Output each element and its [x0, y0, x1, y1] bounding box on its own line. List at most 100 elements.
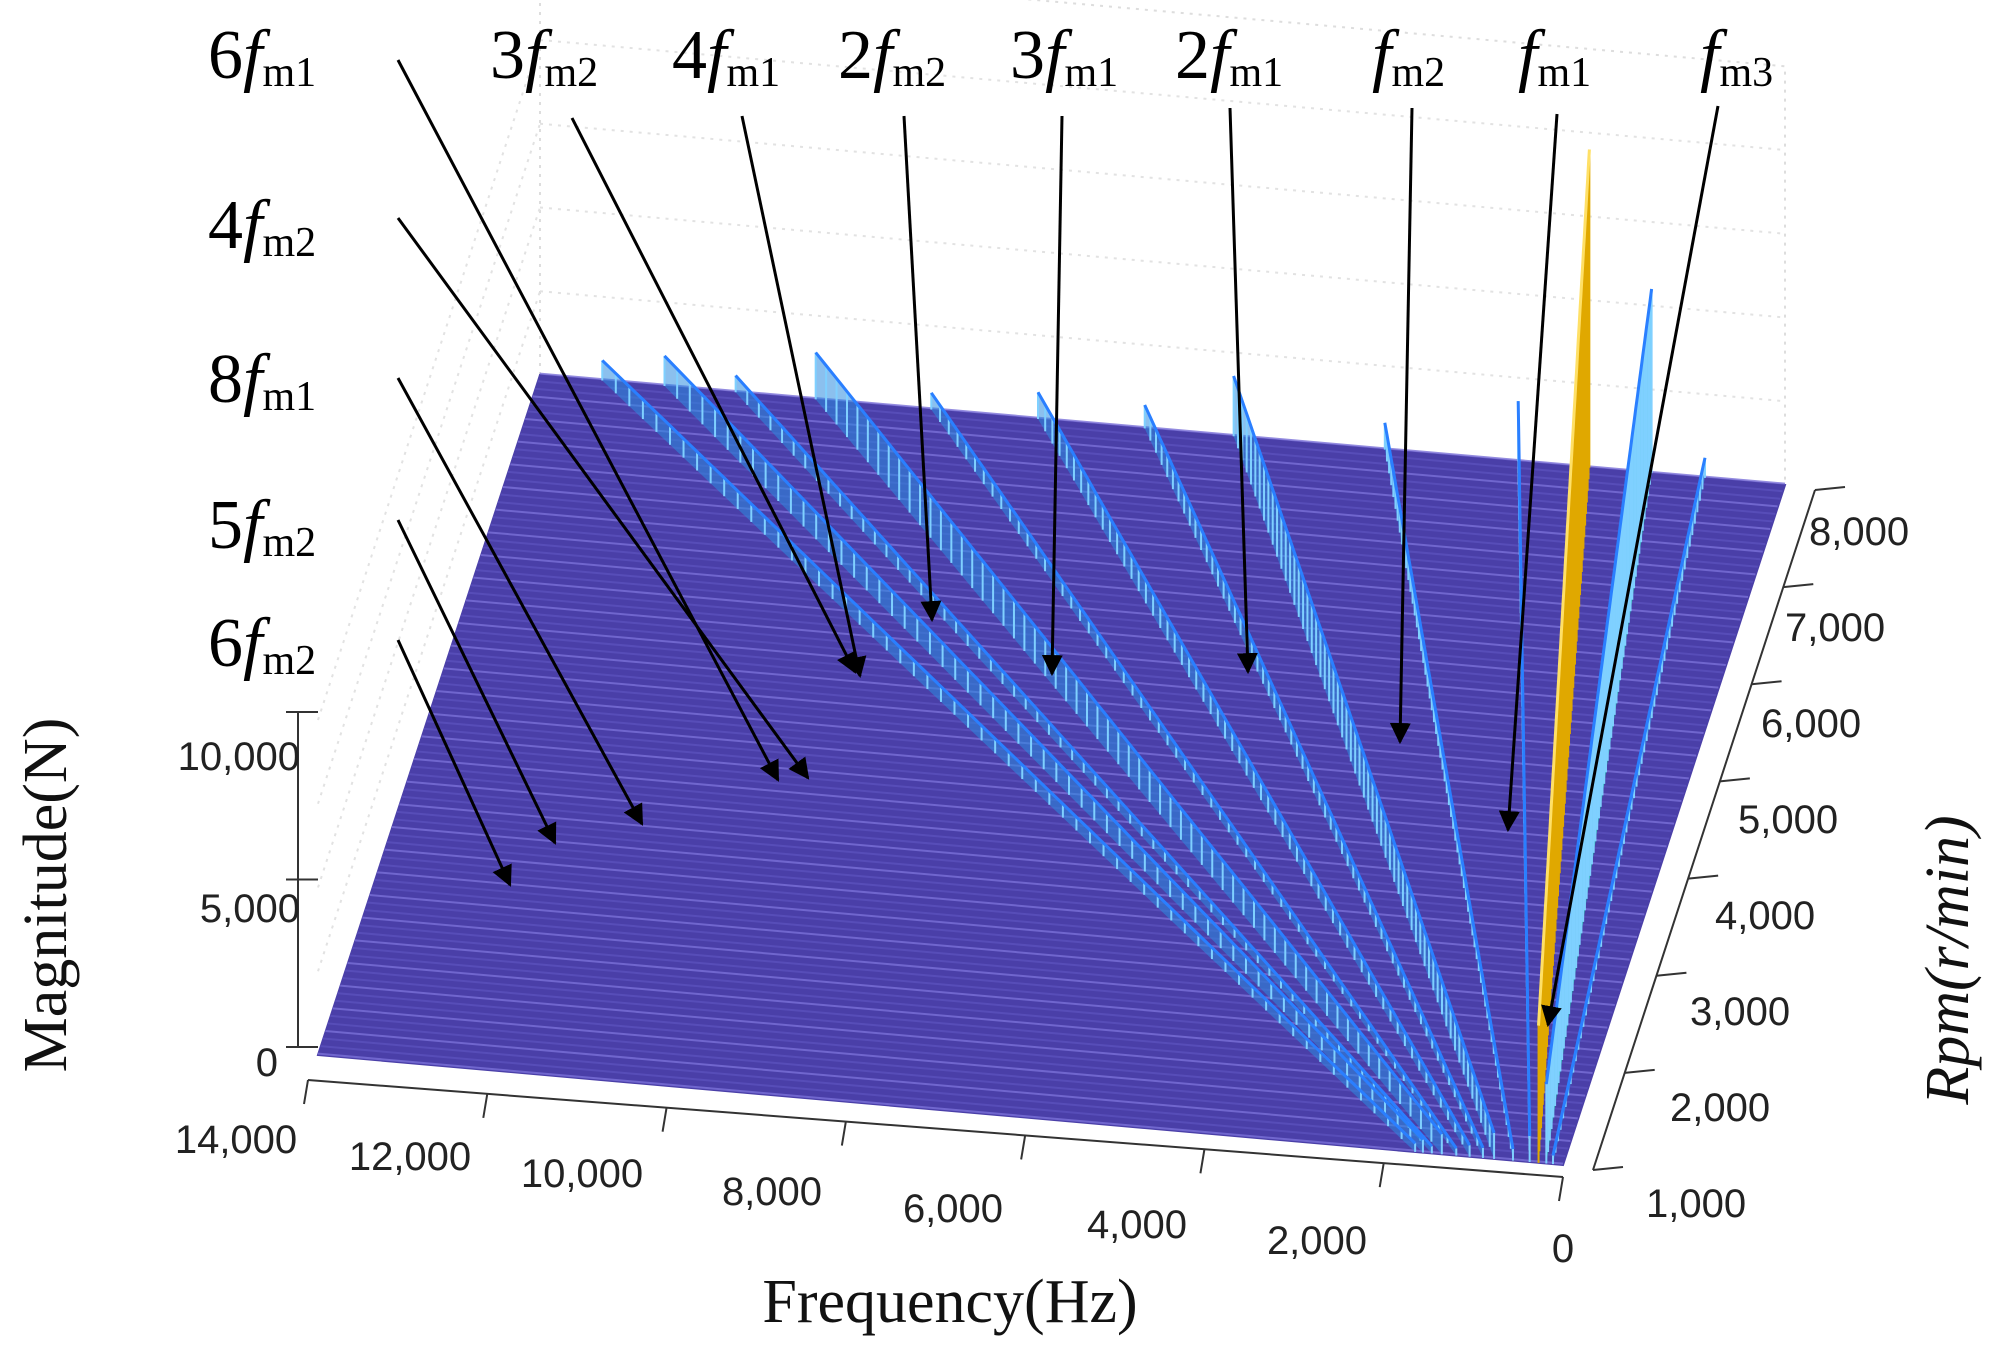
- annotation-arrow-2fm1: [1228, 107, 1258, 675]
- spectrum-trace: [465, 599, 1712, 712]
- spectrum-trace: [325, 1029, 1571, 1142]
- spectrum-trace: [320, 1045, 1566, 1158]
- annotation-arrow-3fm2: [570, 117, 857, 674]
- y-tick-label: 2,000: [1670, 1086, 1770, 1130]
- z-axis-title: Magnitude(N): [12, 718, 80, 1073]
- annotation-arrow-3fm1: [1041, 115, 1064, 677]
- spectrum-trace: [460, 614, 1707, 727]
- back-gridline: [539, 206, 1786, 319]
- annotation-arrow-4fm1: [740, 115, 867, 679]
- spectrum-trace: [364, 909, 1610, 1022]
- spectrum-trace: [389, 833, 1635, 946]
- annotation-label-fm2: fm2: [1372, 17, 1445, 96]
- x-axis-tick: [1558, 1176, 1564, 1202]
- ridge-crest: [734, 374, 1433, 1148]
- ridge-crest: [930, 391, 1458, 1150]
- back-gridline: [539, 290, 1786, 403]
- y-axis-tick: [1814, 486, 1846, 491]
- spectrum-trace: [404, 788, 1650, 901]
- annotation-arrow-8fm1: [396, 377, 644, 826]
- ridge-crest: [1537, 149, 1591, 1026]
- y-axis-title: Rpm(r/min): [1914, 815, 1982, 1105]
- spectrum-trace: [416, 750, 1662, 863]
- y-axis-tick: [1751, 680, 1782, 686]
- x-axis-tick: [303, 1079, 309, 1105]
- annotation-label-5fm2: 5fm2: [208, 487, 316, 566]
- spectrum-trace: [507, 470, 1754, 583]
- x-tick-label: 10,000: [521, 1152, 643, 1196]
- x-axis-line: [307, 1079, 1564, 1178]
- y-axis-tick: [1592, 1166, 1624, 1171]
- z-tick-label: 5,000: [200, 887, 300, 931]
- y-tick-label: 5,000: [1738, 798, 1838, 842]
- x-axis-tick: [661, 1107, 668, 1132]
- annotation-label-4fm1: 4fm1: [672, 17, 780, 96]
- y-tick-labels: 1,000 2,000 3,000 4,000 5,000 6,000 7,00…: [1646, 510, 1909, 1226]
- annotation-arrow-fm2: [1389, 107, 1414, 745]
- spectrum-trace: [495, 508, 1741, 621]
- spectrum-trace: [391, 825, 1638, 938]
- side-gridline: [317, 207, 541, 888]
- annotation-arrow-5fm2: [396, 519, 557, 845]
- spectrum-trace: [530, 402, 1776, 515]
- y-axis-line: [1592, 489, 1816, 1171]
- x-tick-label: 2,000: [1267, 1219, 1367, 1263]
- spectrum-trace: [374, 878, 1620, 991]
- x-tick-label: 4,000: [1087, 1203, 1187, 1247]
- spectrum-trace: [480, 553, 1726, 666]
- y-tick-label: 6,000: [1761, 702, 1861, 746]
- ridge-crest: [601, 359, 1417, 1145]
- x-tick-label: 6,000: [903, 1187, 1003, 1231]
- annotation-arrow-6fm2: [396, 639, 512, 887]
- y-axis-tick: [1719, 777, 1750, 783]
- annotation-label-8fm1: 8fm1: [208, 341, 316, 420]
- ridge-crest: [814, 351, 1443, 1136]
- back-wall-outline: [539, 0, 1786, 485]
- spectrum-trace: [520, 433, 1766, 546]
- spectrum-trace: [372, 886, 1618, 999]
- spectrum-trace: [448, 652, 1694, 765]
- spectrum-trace: [327, 1022, 1573, 1135]
- spectrum-trace: [488, 531, 1734, 644]
- x-tick-label: 14,000: [175, 1118, 297, 1162]
- ridge-crest: [663, 354, 1424, 1141]
- annotation-label-fm1: fm1: [1518, 17, 1591, 96]
- z-tick-label: 10,000: [178, 735, 300, 779]
- z-tick-label: 0: [256, 1041, 278, 1085]
- spectrum-trace: [379, 863, 1625, 976]
- spectrum-trace: [396, 810, 1643, 923]
- spectrum-trace: [458, 621, 1704, 734]
- side-gridline: [317, 39, 541, 721]
- spectrum-trace: [414, 757, 1660, 870]
- spectrum-trace: [423, 727, 1670, 840]
- y-tick-label: 1,000: [1646, 1182, 1746, 1226]
- x-tick-label: 0: [1552, 1227, 1574, 1271]
- spectrum-trace: [426, 720, 1672, 833]
- annotation-arrow-6fm1: [396, 59, 780, 782]
- ridge-crest: [1551, 457, 1707, 1156]
- annotation-arrow-fm1: [1498, 113, 1559, 833]
- y-tick-label: 4,000: [1715, 894, 1815, 938]
- axes: [286, 486, 1846, 1202]
- spectrum-trace: [347, 961, 1593, 1074]
- annotation-label-3fm1: 3fm1: [1010, 17, 1118, 96]
- x-axis-tick: [1378, 1162, 1385, 1188]
- y-axis-tick: [1783, 583, 1814, 589]
- order-ridges: [601, 149, 1707, 1165]
- annotation-label-fm3: fm3: [1700, 17, 1773, 96]
- spectrum-trace: [406, 780, 1652, 893]
- spectrum-trace: [317, 1052, 1564, 1165]
- spectrum-trace: [493, 516, 1739, 629]
- order-annotations: 6fm1 3fm2 4fm1 2fm2 3fm1 2fm1 fm2 fm1 fm…: [208, 17, 1773, 684]
- y-tick-label: 7,000: [1785, 606, 1885, 650]
- spectrum-trace: [468, 591, 1714, 704]
- spectrum-trace: [478, 561, 1724, 674]
- x-axis-tick: [840, 1121, 847, 1146]
- spectrum-trace: [394, 818, 1640, 931]
- spectrum-trace: [490, 523, 1736, 636]
- spectrum-trace: [352, 946, 1598, 1059]
- y-axis-tick: [1688, 874, 1719, 880]
- spectrum-trace: [446, 659, 1692, 772]
- annotation-label-6fm1: 6fm1: [208, 17, 316, 96]
